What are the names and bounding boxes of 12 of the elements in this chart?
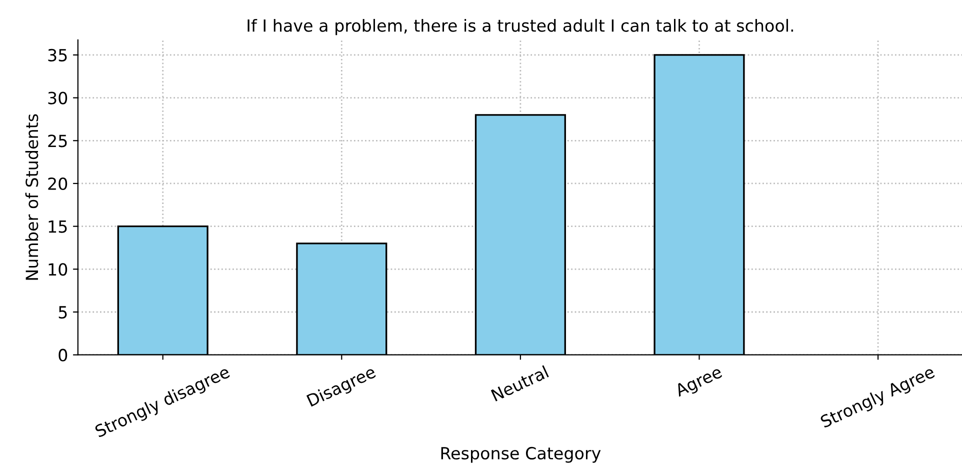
y-tick-label: 30 [48, 92, 68, 104]
y-tick-label: 10 [48, 263, 68, 276]
y-tick-label: 20 [48, 177, 68, 190]
y-axis-title: Number of Students [25, 114, 38, 280]
x-tick-label: Agree [674, 365, 724, 400]
y-tick-label: 35 [48, 48, 67, 62]
y-tick-label: 25 [48, 134, 67, 148]
x-axis-title: Response Category [441, 446, 601, 463]
y-tick-label: 15 [48, 220, 67, 233]
chart-title: If I have a problem, there is a trusted adult I can talk to at school. [248, 18, 794, 36]
y-tick-label: 5 [58, 306, 67, 319]
y-tick-label: 0 [58, 348, 68, 362]
